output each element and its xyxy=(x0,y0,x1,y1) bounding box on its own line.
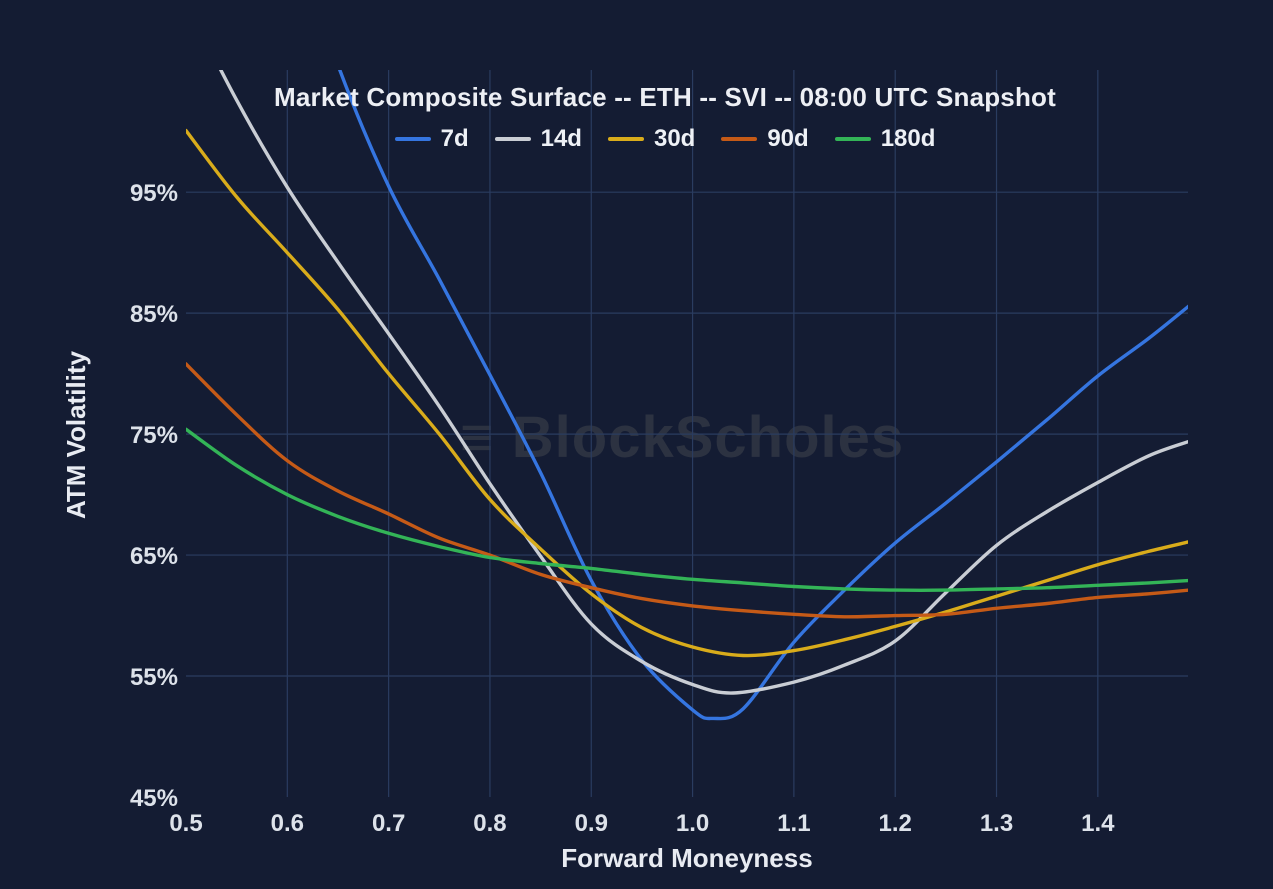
legend-item-14d[interactable]: 14d xyxy=(494,125,582,153)
legend-label-7d: 7d xyxy=(440,125,469,152)
legend-label-30d: 30d xyxy=(653,125,696,152)
legend-item-7d[interactable]: 7d xyxy=(394,125,469,153)
y-tick-55: 55% xyxy=(130,664,178,691)
y-tick-85: 85% xyxy=(130,301,178,328)
x-tick-0.5: 0.5 xyxy=(169,810,202,837)
x-tick-1.2: 1.2 xyxy=(879,810,912,837)
curve-30d xyxy=(186,128,1188,658)
x-tick-0.7: 0.7 xyxy=(372,810,405,837)
legend-label-180d: 180d xyxy=(880,125,936,152)
legend-swatch-30d xyxy=(607,137,644,141)
x-tick-0.6: 0.6 xyxy=(271,810,304,837)
x-tick-1.3: 1.3 xyxy=(980,810,1013,837)
legend-item-90d[interactable]: 90d xyxy=(721,125,809,153)
y-tick-65: 65% xyxy=(130,543,178,570)
x-tick-0.8: 0.8 xyxy=(473,810,506,837)
legend-swatch-90d xyxy=(721,137,758,141)
legend: 7d 14d 30d 90d 180d xyxy=(57,125,1273,153)
x-tick-1.4: 1.4 xyxy=(1081,810,1115,837)
curve-180d xyxy=(186,427,1188,593)
curve-7d xyxy=(337,70,1188,721)
curve-14d xyxy=(218,70,1188,695)
gridlines xyxy=(186,70,1188,797)
y-axis-title: ATM Volatility xyxy=(61,350,91,519)
curve-90d xyxy=(186,362,1188,619)
axis-tick-labels: 45% 55% 65% 75% 85% 95% 0.5 0.6 0.7 0.8 0.9 1.0 1.1 1… xyxy=(130,180,1115,837)
x-axis-title: Forward Moneyness xyxy=(561,843,812,873)
y-tick-75: 75% xyxy=(130,422,178,449)
x-tick-1: 1.0 xyxy=(676,810,709,837)
y-tick-95: 95% xyxy=(130,180,178,207)
watermark-text: ≡ BlockScholes xyxy=(460,405,904,470)
legend-label-90d: 90d xyxy=(767,125,809,152)
legend-swatch-14d xyxy=(494,137,531,141)
x-tick-1.1: 1.1 xyxy=(777,810,810,837)
legend-swatch-180d xyxy=(834,137,871,141)
x-tick-0.9: 0.9 xyxy=(575,810,608,837)
y-tick-45: 45% xyxy=(130,785,178,812)
curve-group xyxy=(186,70,1188,721)
legend-item-30d[interactable]: 30d xyxy=(607,125,696,153)
legend-item-180d[interactable]: 180d xyxy=(834,125,936,153)
legend-swatch-7d xyxy=(394,137,431,141)
legend-label-14d: 14d xyxy=(540,125,582,152)
